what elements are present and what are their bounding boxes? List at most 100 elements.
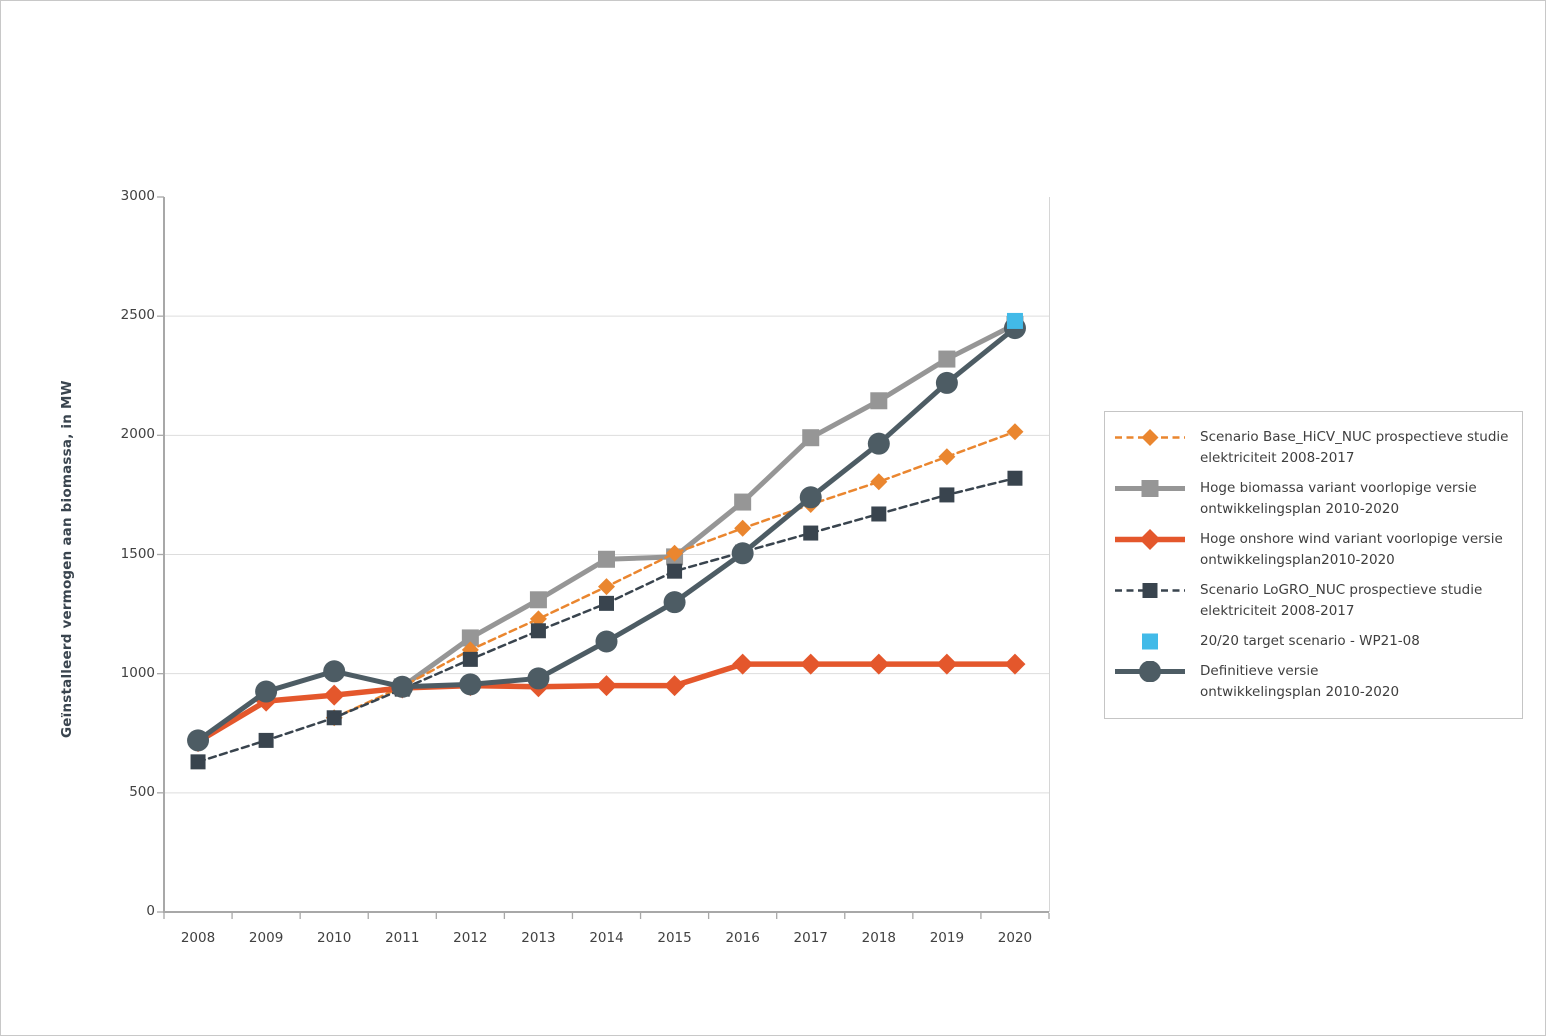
definitieve-marker xyxy=(799,486,822,509)
base_hicv-marker xyxy=(666,544,684,562)
base_hicv-marker xyxy=(1006,423,1024,441)
legend-sample-graphic xyxy=(1115,583,1185,598)
onshore_wind-marker xyxy=(596,675,617,697)
x-tick-label: 2015 xyxy=(657,930,692,946)
definitieve-marker xyxy=(663,591,686,614)
legend-label-line: elektriciteit 2008-2017 xyxy=(1200,603,1355,619)
logro-marker xyxy=(326,710,342,726)
x-tick-label: 2019 xyxy=(929,930,965,946)
logro-marker xyxy=(871,506,887,522)
definitieve-marker xyxy=(323,660,346,683)
circle-marker-icon xyxy=(1139,660,1161,683)
x-tick-label: 2016 xyxy=(725,930,760,946)
logro-marker xyxy=(530,623,546,639)
base_hicv-marker xyxy=(938,448,956,466)
y-tick-label: 0 xyxy=(146,903,155,919)
logro-marker xyxy=(803,525,819,541)
x-tick-label: 2010 xyxy=(317,930,352,946)
legend-marker-diamond-icon xyxy=(1112,427,1188,448)
definitieve-marker xyxy=(391,675,414,698)
hoge_biomassa-marker xyxy=(461,629,479,647)
legend-label-line: Scenario Base_HiCV_NUC prospectieve stud… xyxy=(1200,429,1509,445)
legend-label-line: 20/20 target scenario - WP21-08 xyxy=(1200,633,1420,649)
chart-legend: Scenario Base_HiCV_NUC prospectieve stud… xyxy=(1104,411,1523,719)
y-axis-title: Geïnstalleerd vermogen aan biomassa, in … xyxy=(59,380,75,738)
legend-marker-diamond-icon xyxy=(1112,529,1188,550)
legend-label-line: ontwikkelingsplan 2010-2020 xyxy=(1200,501,1400,517)
legend-label-line: ontwikkelingsplan 2010-2020 xyxy=(1200,684,1400,700)
x-tick-label: 2017 xyxy=(793,930,828,946)
x-tick-label: 2008 xyxy=(180,930,216,946)
onshore_wind-marker xyxy=(732,653,754,675)
y-tick-label: 1500 xyxy=(120,545,155,562)
x-tick-label: 2009 xyxy=(248,930,284,946)
square-marker-icon xyxy=(1141,480,1159,497)
x-tick-label: 2018 xyxy=(861,930,896,946)
y-tick-label: 500 xyxy=(129,783,155,800)
legend-label-line: Scenario LoGRO_NUC prospectieve studie xyxy=(1200,582,1483,598)
hoge_biomassa-marker xyxy=(734,493,752,511)
logro-marker xyxy=(599,595,614,611)
x-tick-label: 2020 xyxy=(997,930,1033,946)
logro-marker xyxy=(190,754,206,770)
onshore_wind-marker xyxy=(1004,653,1026,675)
legend-item-base_hicv: Scenario Base_HiCV_NUC prospectieve stud… xyxy=(1112,427,1512,469)
base_hicv-marker xyxy=(734,519,752,537)
y-tick-label: 1000 xyxy=(120,664,155,681)
base_hicv-marker xyxy=(870,473,888,491)
onshore_wind-marker xyxy=(323,684,345,706)
legend-sample-graphic xyxy=(1142,633,1158,650)
legend-marker-circle-icon xyxy=(1112,660,1188,683)
base_hicv-marker xyxy=(598,578,615,596)
square-marker-icon xyxy=(1142,583,1158,598)
legend-marker-square-icon xyxy=(1112,580,1188,601)
definitieve-marker xyxy=(187,729,210,752)
logro-marker xyxy=(1007,470,1023,486)
logro-marker xyxy=(258,732,274,748)
logro-marker xyxy=(462,651,478,667)
definitieve-marker xyxy=(867,432,890,455)
series-line-logro xyxy=(196,476,1017,764)
legend-item-label: Hoge biomassa variant voorlopige versie o… xyxy=(1200,478,1477,520)
legend-item-label: 20/20 target scenario - WP21-08 xyxy=(1200,631,1420,652)
square-marker-icon xyxy=(1142,633,1158,650)
y-tick-label: 3000 xyxy=(120,188,155,204)
definitieve-marker xyxy=(527,667,550,690)
hoge_biomassa-marker xyxy=(870,392,888,410)
diamond-marker-icon xyxy=(1141,429,1159,446)
legend-item-hoge_biomassa: Hoge biomassa variant voorlopige versie o… xyxy=(1112,478,1512,520)
legend-item-target_2020: 20/20 target scenario - WP21-08 xyxy=(1112,631,1512,652)
legend-sample-graphic xyxy=(1115,660,1185,683)
onshore_wind-marker xyxy=(868,653,890,675)
target_2020-marker xyxy=(1006,312,1023,329)
legend-sample-graphic xyxy=(1115,529,1185,550)
series-line-base_hicv xyxy=(332,430,1017,720)
x-tick-label: 2011 xyxy=(385,930,420,946)
hoge_biomassa-marker xyxy=(598,550,615,568)
onshore_wind-marker xyxy=(936,653,958,675)
hoge_biomassa-marker xyxy=(529,591,547,609)
logro-marker xyxy=(667,563,683,579)
y-tick-label: 2000 xyxy=(120,426,155,443)
series-line-hoge_biomassa xyxy=(399,322,1018,690)
x-tick-label: 2014 xyxy=(589,930,624,946)
definitieve-marker xyxy=(255,680,278,703)
legend-item-definitieve: Definitieve versie ontwikkelingsplan 2010… xyxy=(1112,660,1512,703)
x-tick-label: 2013 xyxy=(521,930,556,946)
hoge_biomassa-marker xyxy=(938,350,956,368)
definitieve-marker xyxy=(731,542,754,565)
onshore_wind-marker xyxy=(800,653,822,675)
definitieve-marker xyxy=(595,630,618,653)
legend-item-label: Scenario LoGRO_NUC prospectieve studie el… xyxy=(1200,580,1482,622)
definitieve-marker xyxy=(459,673,482,696)
diamond-marker-icon xyxy=(1139,529,1161,550)
y-tick-label: 2500 xyxy=(120,307,155,324)
legend-item-onshore_wind: Hoge onshore wind variant voorlopige ver… xyxy=(1112,529,1512,571)
legend-item-label: Definitieve versie ontwikkelingsplan 2010… xyxy=(1200,661,1399,703)
legend-marker-square-icon xyxy=(1112,478,1188,499)
legend-sample-graphic xyxy=(1115,480,1185,497)
legend-item-label: Scenario Base_HiCV_NUC prospectieve stud… xyxy=(1200,427,1508,469)
legend-label-line: Definitieve versie xyxy=(1200,663,1319,679)
